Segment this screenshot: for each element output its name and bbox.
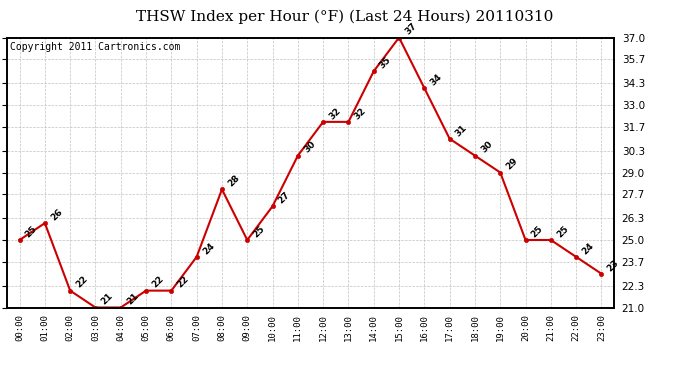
Text: 37: 37 — [403, 21, 419, 37]
Text: 28: 28 — [226, 173, 242, 189]
Text: 22: 22 — [150, 274, 166, 290]
Text: 31: 31 — [454, 123, 469, 138]
Text: 27: 27 — [277, 190, 292, 206]
Text: 24: 24 — [201, 241, 216, 256]
Text: 32: 32 — [353, 106, 368, 121]
Text: 22: 22 — [75, 274, 90, 290]
Text: 25: 25 — [251, 224, 266, 239]
Text: 32: 32 — [327, 106, 342, 121]
Text: 26: 26 — [49, 207, 64, 222]
Text: 24: 24 — [580, 241, 595, 256]
Text: 25: 25 — [23, 224, 39, 239]
Text: 35: 35 — [378, 55, 393, 70]
Text: 22: 22 — [175, 274, 190, 290]
Text: 29: 29 — [504, 156, 520, 172]
Text: 34: 34 — [428, 72, 444, 87]
Text: 30: 30 — [302, 140, 317, 155]
Text: 25: 25 — [555, 224, 570, 239]
Text: THSW Index per Hour (°F) (Last 24 Hours) 20110310: THSW Index per Hour (°F) (Last 24 Hours)… — [137, 9, 553, 24]
Text: 23: 23 — [606, 258, 621, 273]
Text: Copyright 2011 Cartronics.com: Copyright 2011 Cartronics.com — [10, 42, 180, 51]
Text: 21: 21 — [125, 291, 140, 307]
Text: 25: 25 — [530, 224, 545, 239]
Text: 21: 21 — [99, 291, 115, 307]
Text: 30: 30 — [479, 140, 494, 155]
